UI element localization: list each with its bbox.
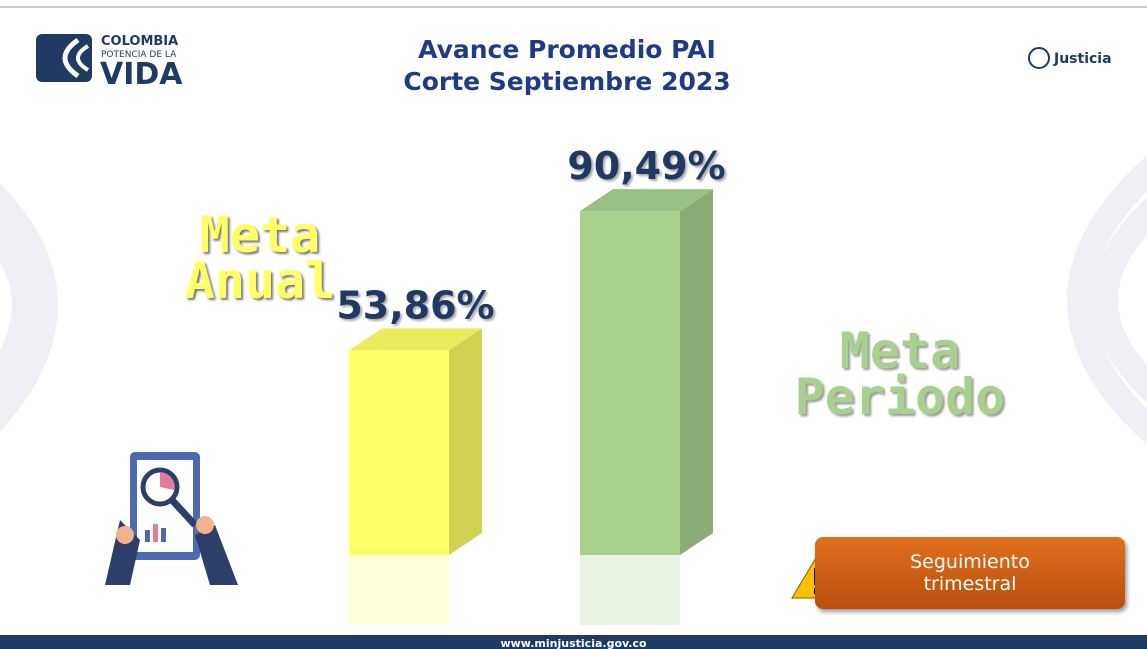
logo: COLOMBIA POTENCIA DE LA VIDA: [36, 34, 183, 92]
logo-text: COLOMBIA: [101, 34, 178, 49]
bar: [580, 211, 680, 555]
footer-url: www.minjusticia.gov.co: [500, 637, 647, 649]
bar-side: [449, 328, 482, 555]
report-icon: [105, 452, 238, 585]
bar-side: [680, 189, 713, 555]
logo-text: VIDA: [100, 57, 183, 92]
value-label: 90,49%: [567, 144, 725, 188]
logo-text: POTENCIA DE LA: [101, 50, 177, 60]
decoration: [0, 155, 1147, 445]
bar-reflection: [349, 555, 449, 625]
ministry-logo: Justicia: [1028, 47, 1112, 69]
note-button: Seguimiento trimestral: [815, 537, 1125, 609]
bar-top: [349, 328, 482, 351]
bar-top: [580, 189, 713, 212]
chart-title: Avance Promedio PAI: [418, 35, 716, 64]
ministry-name: Justicia: [1053, 51, 1112, 67]
chart-subtitle: Corte Septiembre 2023: [403, 67, 730, 96]
bar-reflection: [580, 555, 680, 625]
bar: [349, 350, 449, 555]
note-text: Seguimiento trimestral: [910, 551, 1030, 595]
value-label: 53,86%: [336, 283, 494, 327]
footer: www.minjusticia.gov.co: [0, 635, 1147, 649]
category-label: Meta Anual: [184, 206, 336, 310]
category-label: Meta Periodo: [794, 322, 1006, 426]
